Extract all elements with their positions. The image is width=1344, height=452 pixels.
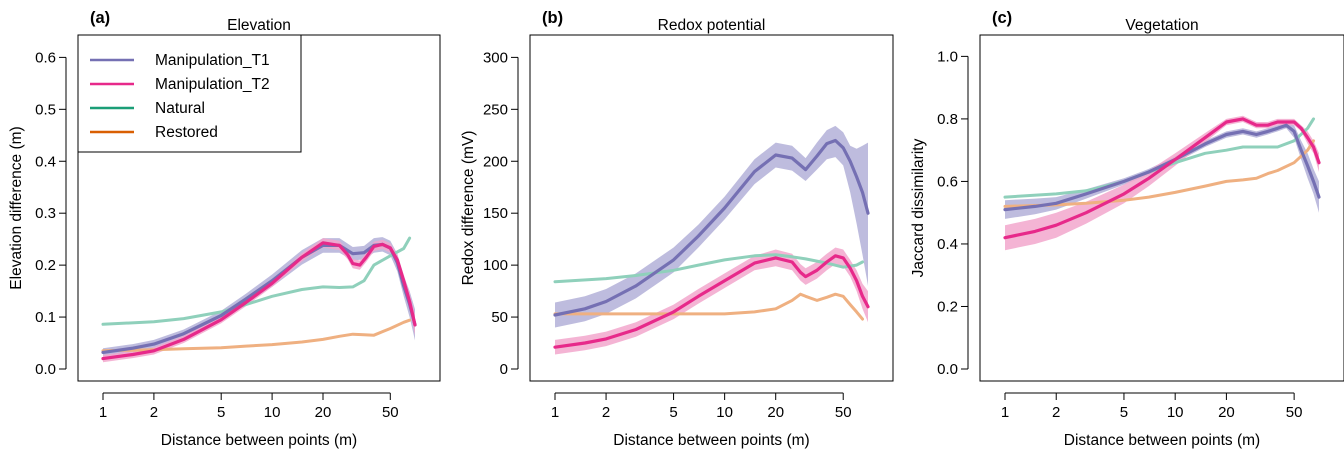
series-line-restored <box>101 318 412 353</box>
series-line-manipulation-t2 <box>553 254 870 349</box>
y-tick-label: 100 <box>483 257 508 274</box>
panel-letter-1: (b) <box>542 9 563 27</box>
y-axis-label-1: Redox difference (mV) <box>460 131 477 286</box>
plot-area-2 <box>1003 115 1321 251</box>
x-tick-label: 10 <box>264 404 281 421</box>
x-tick-label: 20 <box>767 404 784 421</box>
y-tick-label: 1.0 <box>937 48 958 65</box>
x-tick-label: 50 <box>382 404 399 421</box>
y-axis-label-0: Elevation difference (m) <box>8 126 25 289</box>
x-tick-label: 1 <box>99 404 107 421</box>
plot-frame-2 <box>979 34 1344 382</box>
x-tick-label: 5 <box>1120 404 1128 421</box>
x-tick-label: 10 <box>716 404 733 421</box>
plot-area-1 <box>553 125 870 355</box>
x-tick-label: 20 <box>315 404 332 421</box>
legend-label-restored: Restored <box>155 124 218 141</box>
y-tick-label: 0.4 <box>937 236 958 253</box>
x-tick-label: 1 <box>1001 404 1009 421</box>
panel-title-0: Elevation <box>227 17 291 34</box>
y-tick-label: 0.6 <box>937 173 958 190</box>
y-tick-label: 0.0 <box>937 361 958 378</box>
x-tick-label: 2 <box>150 404 158 421</box>
y-tick-label: 0.6 <box>35 49 56 66</box>
legend: Manipulation_T1 Manipulation_T2 Natural Res… <box>77 34 302 153</box>
y-tick-label: 50 <box>491 309 508 326</box>
series-line-manipulation-t2 <box>101 241 417 361</box>
y-tick-label: 0.1 <box>35 309 56 326</box>
y-tick-label: 0.3 <box>35 205 56 222</box>
panel-title-1: Redox potential <box>658 17 766 34</box>
y-tick-label: 0.4 <box>35 153 56 170</box>
y-tick-label: 300 <box>483 49 508 66</box>
plot-area-0 <box>101 236 417 363</box>
y-tick-label: 0 <box>500 361 508 378</box>
ci-band-manipulation-t1 <box>555 125 868 328</box>
ci-band-manipulation-t2 <box>555 247 868 355</box>
panel-0: 1 2 5 10 20 50 0.0 0.1 0.2 0.3 0.4 0.5 0.6 Distance b… <box>8 9 441 449</box>
x-axis-label-2: Distance between points (m) <box>1064 432 1260 449</box>
x-tick-label: 2 <box>602 404 610 421</box>
series-line-manipulation-t2 <box>1003 117 1321 240</box>
x-tick-label: 2 <box>1052 404 1060 421</box>
x-axis-label-0: Distance between points (m) <box>161 432 357 449</box>
series-line-natural <box>553 253 864 284</box>
x-tick-label: 50 <box>1286 404 1303 421</box>
y-tick-label: 250 <box>483 101 508 118</box>
ci-band-manipulation-t2 <box>1005 115 1319 251</box>
y-tick-label: 0.2 <box>35 257 56 274</box>
panel-letter-2: (c) <box>992 9 1012 27</box>
y-tick-label: 0.0 <box>35 361 56 378</box>
y-tick-label: 0.2 <box>937 298 958 315</box>
y-tick-label: 200 <box>483 153 508 170</box>
series-line-manipulation-t1 <box>1003 123 1321 212</box>
x-tick-label: 10 <box>1167 404 1184 421</box>
x-tick-label: 50 <box>835 404 852 421</box>
series-line-natural <box>1003 117 1315 199</box>
x-axis-label-1: Distance between points (m) <box>613 432 809 449</box>
y-tick-label: 0.8 <box>937 111 958 128</box>
series-line-manipulation-t1 <box>553 138 870 317</box>
y-tick-label: 150 <box>483 205 508 222</box>
y-tick-label: 0.5 <box>35 101 56 118</box>
x-tick-label: 1 <box>551 404 559 421</box>
panel-2: 1 2 5 10 20 50 0.0 0.2 0.4 0.6 0.8 1.0 Distance betw… <box>910 9 1344 449</box>
series-line-natural <box>101 236 412 326</box>
panel-title-2: Vegetation <box>1125 17 1198 34</box>
x-tick-label: 5 <box>217 404 225 421</box>
y-axis-label-2: Jaccard dissimilarity <box>910 138 927 277</box>
x-tick-label: 20 <box>1218 404 1235 421</box>
legend-label-manipulation-t1: Manipulation_T1 <box>155 52 270 69</box>
panel-letter-0: (a) <box>90 9 110 27</box>
x-tick-label: 5 <box>669 404 677 421</box>
panel-1: 1 2 5 10 20 50 0 50 100 150 200 250 300 Distance betw… <box>460 9 894 449</box>
series-line-restored <box>1003 139 1315 208</box>
legend-label-manipulation-t2: Manipulation_T2 <box>155 76 270 93</box>
legend-label-natural: Natural <box>155 100 205 117</box>
plot-frame-1 <box>529 34 894 382</box>
